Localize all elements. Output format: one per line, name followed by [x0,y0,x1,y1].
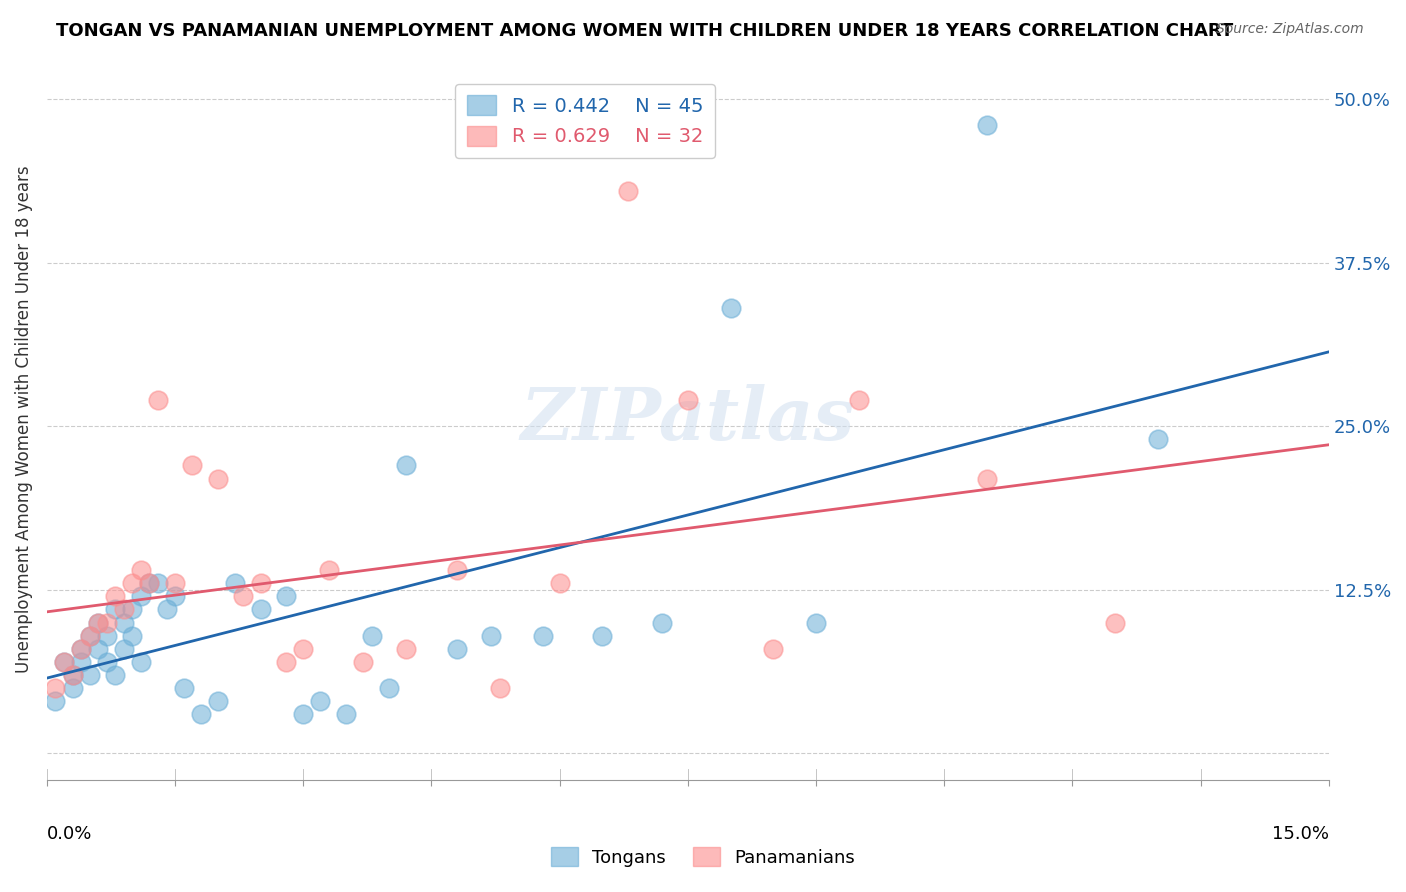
Point [249,576,271,591]
Point [53,655,76,669]
Point [591,629,613,643]
Point [112,602,135,616]
Point [121,602,143,616]
Point [207,694,229,708]
Point [87,615,110,630]
Point [70,655,93,669]
Point [395,458,418,473]
Point [479,629,502,643]
Point [62,668,84,682]
Point [104,668,127,682]
Point [292,707,315,722]
Text: 0.0%: 0.0% [46,825,93,844]
Point [112,615,135,630]
Text: TONGAN VS PANAMANIAN UNEMPLOYMENT AMONG WOMEN WITH CHILDREN UNDER 18 YEARS CORRE: TONGAN VS PANAMANIAN UNEMPLOYMENT AMONG … [56,22,1233,40]
Point [1147,432,1170,446]
Point [104,602,127,616]
Text: ZIPatlas: ZIPatlas [520,384,855,455]
Point [121,576,143,591]
Point [96,629,118,643]
Point [531,629,554,643]
Point [79,668,101,682]
Point [360,629,382,643]
Point [165,576,187,591]
Point [138,576,160,591]
Point [352,655,374,669]
Point [276,655,298,669]
Point [804,615,827,630]
Point [617,184,640,198]
Point [62,668,84,682]
Point [292,641,315,656]
Point [96,655,118,669]
Point [232,590,254,604]
Point [138,576,160,591]
Point [87,641,110,656]
Point [129,563,152,577]
Point [112,641,135,656]
Point [121,629,143,643]
Point [762,641,785,656]
Point [129,655,152,669]
Point [70,641,93,656]
Point [79,629,101,643]
Point [146,576,169,591]
Point [720,301,742,316]
Point [651,615,673,630]
Point [318,563,340,577]
Point [129,590,152,604]
Point [309,694,332,708]
Point [224,576,246,591]
Point [548,576,571,591]
Point [190,707,212,722]
Text: 15.0%: 15.0% [1272,825,1329,844]
Point [676,392,699,407]
Y-axis label: Unemployment Among Women with Children Under 18 years: Unemployment Among Women with Children U… [15,166,32,673]
Point [165,590,187,604]
Point [276,590,298,604]
Point [44,681,66,695]
Legend: Tongans, Panamanians: Tongans, Panamanians [544,840,862,874]
Point [53,655,76,669]
Point [249,602,271,616]
Point [62,681,84,695]
Point [446,563,468,577]
Legend: R = 0.442    N = 45, R = 0.629    N = 32: R = 0.442 N = 45, R = 0.629 N = 32 [456,84,716,158]
Point [87,615,110,630]
Point [44,694,66,708]
Point [173,681,195,695]
Point [1104,615,1126,630]
Point [96,615,118,630]
Point [146,392,169,407]
Point [488,681,510,695]
Point [207,471,229,485]
Point [155,602,177,616]
Point [79,629,101,643]
Point [70,641,93,656]
Point [181,458,204,473]
Point [104,590,127,604]
Point [976,118,998,132]
Point [976,471,998,485]
Point [335,707,357,722]
Point [377,681,399,695]
Point [446,641,468,656]
Point [395,641,418,656]
Point [848,392,870,407]
Text: Source: ZipAtlas.com: Source: ZipAtlas.com [1216,22,1364,37]
